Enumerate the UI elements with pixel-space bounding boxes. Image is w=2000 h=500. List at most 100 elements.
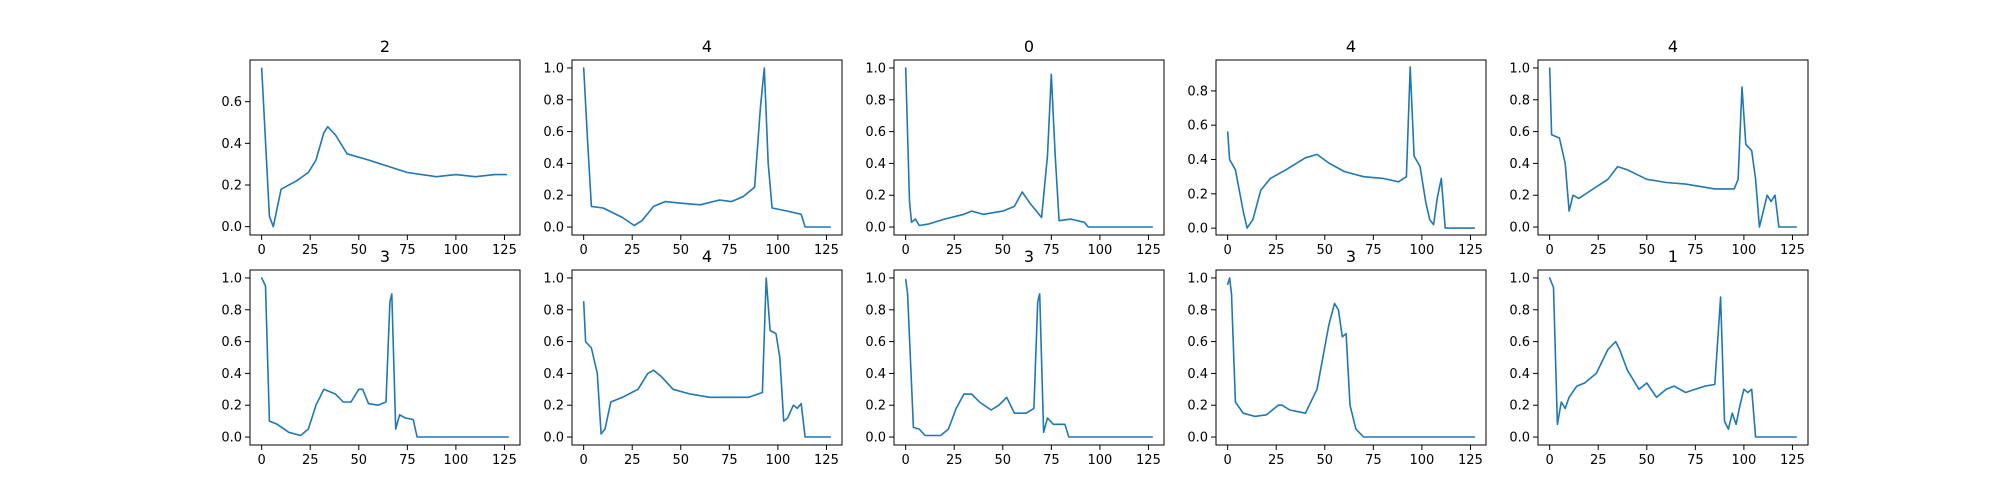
subplot-title: 4 — [1668, 37, 1678, 56]
x-tick-label: 75 — [399, 243, 416, 258]
x-tick-label: 25 — [1268, 453, 1285, 468]
y-tick-label: 1.0 — [221, 271, 242, 286]
y-tick-label: 0.4 — [1187, 153, 1208, 168]
series-line — [1226, 277, 1476, 438]
x-tick-label: 0 — [1546, 243, 1554, 258]
plot-frame — [1537, 269, 1809, 446]
y-tick-label: 1.0 — [543, 271, 564, 286]
y-tick-label: 0.2 — [221, 179, 242, 194]
subplot-title: 4 — [702, 37, 712, 56]
y-tick-label: 0.8 — [1187, 84, 1208, 99]
y-tick-label: 0.0 — [1509, 221, 1530, 236]
plot-frame — [1537, 59, 1809, 236]
y-tick-label: 0.8 — [543, 93, 564, 108]
subplot-title: 2 — [380, 37, 390, 56]
subplot-2: 4 0 25 50 75 100 125 0.0 0.2 0.4 0.6 0.8 1.0 — [543, 37, 843, 258]
plot-frame — [571, 269, 843, 446]
y-tick-label: 0.0 — [865, 221, 886, 236]
x-tick-label: 0 — [1546, 453, 1554, 468]
y-tick-label: 0.6 — [1509, 125, 1530, 140]
x-tick-label: 25 — [946, 243, 963, 258]
y-tick-label: 0.2 — [865, 189, 886, 204]
y-tick-label: 0.4 — [865, 157, 886, 172]
y-tick-label: 1.0 — [865, 271, 886, 286]
x-tick-label: 100 — [1409, 243, 1434, 258]
x-tick-label: 50 — [1317, 243, 1334, 258]
subplot-9: 3 0 25 50 75 100 125 0.0 0.2 0.4 0.6 0.8 1.0 — [1187, 247, 1487, 468]
x-tick-label: 100 — [1087, 243, 1112, 258]
y-tick-label: 0.4 — [543, 157, 564, 172]
y-tick-label: 0.2 — [1187, 399, 1208, 414]
x-tick-label: 0 — [1224, 243, 1232, 258]
subplot-8: 3 0 25 50 75 100 125 0.0 0.2 0.4 0.6 0.8 1.0 — [865, 247, 1165, 468]
y-tick-label: 0.4 — [543, 367, 564, 382]
subplot-3: 0 0 25 50 75 100 125 0.0 0.2 0.4 0.6 0.8 1.0 — [865, 37, 1165, 258]
y-tick-label: 0.2 — [221, 399, 242, 414]
y-tick-label: 0.0 — [1187, 431, 1208, 446]
x-tick-label: 125 — [1458, 453, 1483, 468]
y-tick-label: 0.0 — [221, 431, 242, 446]
subplot-title: 0 — [1024, 37, 1034, 56]
y-tick-label: 1.0 — [543, 61, 564, 76]
x-tick-label: 25 — [1590, 453, 1607, 468]
subplot-title: 3 — [1346, 247, 1356, 266]
x-tick-label: 75 — [1687, 453, 1704, 468]
x-tick-label: 50 — [1639, 453, 1656, 468]
x-tick-label: 0 — [902, 453, 910, 468]
y-tick-label: 0.8 — [1187, 303, 1208, 318]
x-tick-label: 0 — [258, 453, 266, 468]
y-tick-label: 0.0 — [221, 220, 242, 235]
series-line — [582, 67, 832, 228]
x-tick-label: 75 — [399, 453, 416, 468]
subplot-title: 4 — [702, 247, 712, 266]
x-tick-label: 125 — [1780, 453, 1805, 468]
series-line — [1548, 67, 1798, 228]
x-tick-label: 125 — [492, 453, 517, 468]
y-tick-label: 0.6 — [543, 125, 564, 140]
plot-frame — [1215, 269, 1487, 446]
y-tick-label: 0.6 — [221, 95, 242, 110]
subplot-title: 3 — [380, 247, 390, 266]
y-tick-label: 0.2 — [1509, 399, 1530, 414]
x-tick-label: 125 — [1458, 243, 1483, 258]
y-tick-label: 1.0 — [1509, 61, 1530, 76]
x-tick-label: 75 — [1043, 453, 1060, 468]
x-tick-label: 50 — [995, 453, 1012, 468]
y-tick-label: 0.0 — [1509, 431, 1530, 446]
x-tick-label: 125 — [1136, 243, 1161, 258]
x-tick-label: 50 — [1317, 453, 1334, 468]
subplot-title: 3 — [1024, 247, 1034, 266]
series-line — [1548, 277, 1798, 438]
plot-frame — [571, 59, 843, 236]
x-tick-label: 25 — [1268, 243, 1285, 258]
subplot-10: 1 0 25 50 75 100 125 0.0 0.2 0.4 0.6 0.8 1.0 — [1509, 247, 1809, 468]
x-tick-label: 25 — [624, 243, 641, 258]
x-tick-label: 100 — [1409, 453, 1434, 468]
x-tick-label: 25 — [624, 453, 641, 468]
subplot-5: 4 0 25 50 75 100 125 0.0 0.2 0.4 0.6 0.8 1.0 — [1509, 37, 1809, 258]
x-tick-label: 25 — [302, 243, 319, 258]
x-tick-label: 100 — [443, 453, 468, 468]
x-tick-label: 75 — [1365, 243, 1382, 258]
y-tick-label: 0.8 — [865, 303, 886, 318]
x-tick-label: 75 — [1043, 243, 1060, 258]
x-tick-label: 50 — [995, 243, 1012, 258]
y-tick-label: 1.0 — [1509, 271, 1530, 286]
y-tick-label: 0.2 — [1509, 189, 1530, 204]
x-tick-label: 25 — [946, 453, 963, 468]
plot-frame — [1215, 59, 1487, 236]
y-tick-label: 0.2 — [865, 399, 886, 414]
x-tick-label: 100 — [443, 243, 468, 258]
y-tick-label: 0.8 — [221, 303, 242, 318]
x-tick-label: 75 — [1687, 243, 1704, 258]
plot-frame — [249, 269, 521, 446]
y-tick-label: 0.2 — [543, 399, 564, 414]
y-tick-label: 0.6 — [1187, 119, 1208, 134]
y-tick-label: 0.0 — [1187, 222, 1208, 237]
y-tick-label: 1.0 — [1187, 271, 1208, 286]
x-tick-label: 0 — [1224, 453, 1232, 468]
x-tick-label: 0 — [580, 453, 588, 468]
y-tick-label: 0.2 — [1187, 187, 1208, 202]
y-tick-label: 0.0 — [865, 431, 886, 446]
